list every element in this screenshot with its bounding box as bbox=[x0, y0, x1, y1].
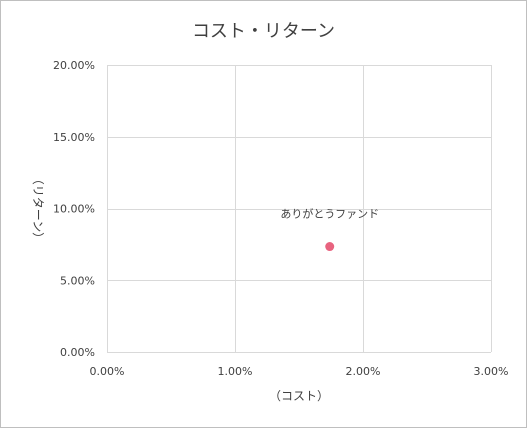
tick-label-layer: 0.00% 1.00% 2.00% 3.00% 0.00% 5.00% 10.00% 15.0… bbox=[53, 59, 508, 378]
y-tick-label: 5.00% bbox=[60, 274, 95, 287]
x-tick-label: 0.00% bbox=[90, 365, 125, 378]
data-point-label: ありがとうファンド bbox=[280, 207, 379, 221]
y-axis-title: （リターン） bbox=[31, 173, 45, 244]
data-point bbox=[325, 242, 335, 252]
x-tick-label: 2.00% bbox=[346, 365, 381, 378]
x-axis-title: （コスト） bbox=[269, 389, 329, 403]
x-tick-label: 1.00% bbox=[218, 365, 253, 378]
y-tick-label: 20.00% bbox=[53, 59, 95, 72]
grid-layer bbox=[107, 65, 492, 353]
y-tick-label: 0.00% bbox=[60, 346, 95, 359]
y-tick-label: 15.00% bbox=[53, 131, 95, 144]
y-tick-label: 10.00% bbox=[53, 203, 95, 216]
data-point-layer: ありがとうファンド bbox=[280, 207, 379, 252]
x-tick-label: 3.00% bbox=[474, 365, 509, 378]
chart-title: コスト・リターン bbox=[191, 21, 336, 42]
